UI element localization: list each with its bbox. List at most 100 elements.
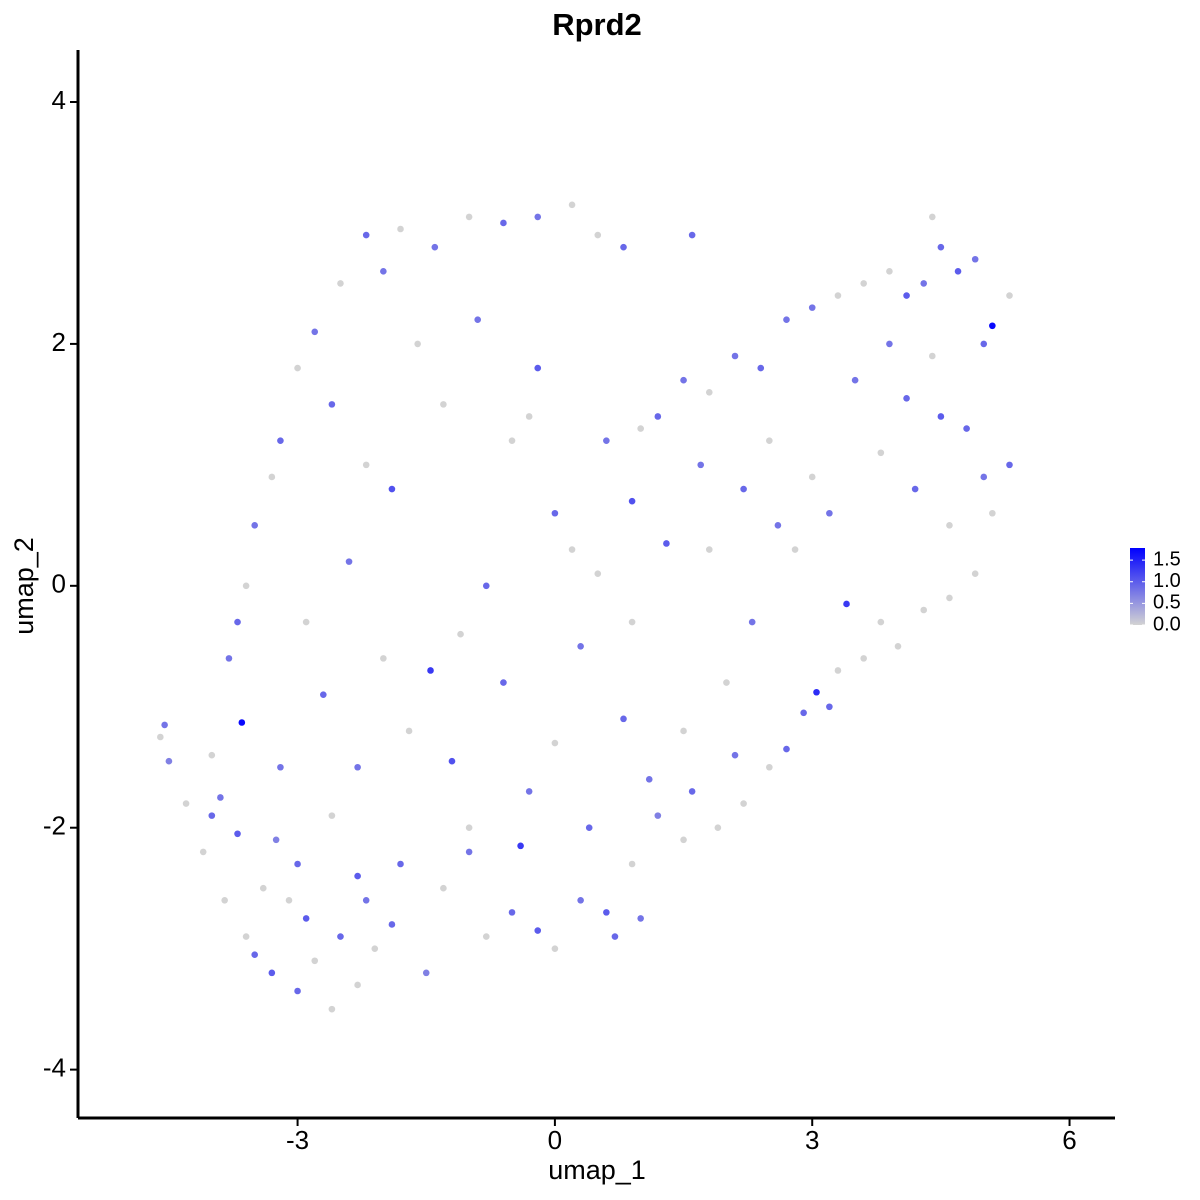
point — [320, 691, 327, 698]
point — [937, 413, 945, 420]
point — [808, 304, 816, 311]
color-tick-label: 1.5 — [1153, 548, 1181, 570]
point — [748, 618, 756, 626]
point — [268, 473, 276, 481]
x-tick-label: 6 — [1062, 1125, 1076, 1155]
point — [937, 243, 945, 251]
point — [551, 509, 559, 517]
point — [208, 751, 216, 759]
point — [234, 830, 241, 838]
point — [813, 688, 820, 696]
point — [234, 618, 241, 626]
point — [422, 969, 430, 977]
y-tick-label: -4 — [43, 1052, 66, 1082]
point — [371, 945, 379, 952]
point — [971, 570, 979, 578]
point — [577, 896, 584, 904]
point — [705, 546, 713, 553]
point — [989, 509, 996, 517]
point — [783, 745, 790, 753]
point — [903, 395, 910, 402]
point — [860, 655, 867, 662]
point — [894, 642, 902, 650]
point — [731, 751, 739, 759]
point — [929, 352, 936, 360]
point — [603, 909, 610, 916]
point — [714, 824, 722, 832]
point — [877, 618, 885, 626]
point — [328, 812, 336, 819]
color-tick-label: 0.0 — [1153, 613, 1181, 635]
point — [182, 800, 190, 807]
point — [585, 824, 593, 832]
color-tick-label: 1.0 — [1153, 570, 1181, 592]
point — [380, 268, 387, 275]
point — [457, 630, 464, 638]
point — [568, 201, 576, 209]
point — [757, 364, 765, 372]
point — [697, 461, 705, 469]
point — [740, 485, 747, 493]
point — [208, 812, 216, 819]
point — [834, 292, 842, 299]
point — [397, 860, 404, 868]
y-tick-label: 4 — [52, 85, 66, 115]
y-tick-label: 2 — [52, 327, 66, 357]
point — [362, 896, 370, 904]
point — [577, 642, 584, 650]
point — [826, 703, 833, 711]
point — [740, 800, 747, 807]
point — [680, 836, 687, 844]
point — [482, 933, 490, 940]
point — [302, 618, 310, 626]
point — [603, 437, 610, 444]
point — [1006, 292, 1013, 299]
point — [980, 473, 988, 481]
point — [568, 546, 576, 553]
point — [337, 280, 344, 287]
point — [397, 225, 404, 233]
point — [886, 268, 893, 275]
point — [534, 364, 542, 372]
point — [500, 679, 507, 686]
point — [525, 413, 533, 420]
point — [482, 582, 490, 590]
point — [534, 213, 542, 221]
point — [414, 340, 421, 348]
point — [705, 388, 713, 396]
point — [448, 757, 456, 765]
y-tick-label: 0 — [52, 569, 66, 599]
point — [328, 1005, 336, 1013]
color-tick-label: 0.5 — [1153, 592, 1181, 614]
point — [851, 376, 859, 384]
point — [688, 788, 696, 795]
point — [723, 679, 730, 686]
point — [251, 522, 258, 529]
point — [431, 243, 439, 251]
point — [774, 522, 782, 529]
point — [259, 884, 267, 892]
point — [337, 933, 344, 940]
point — [380, 655, 387, 662]
point — [594, 231, 602, 239]
point — [440, 884, 447, 892]
point — [517, 842, 524, 850]
point — [354, 763, 361, 771]
point — [440, 401, 447, 408]
point — [405, 727, 413, 735]
point — [860, 280, 867, 287]
point — [277, 437, 284, 444]
point — [474, 316, 482, 324]
point — [345, 558, 353, 565]
point — [620, 243, 627, 251]
point — [946, 522, 953, 529]
point — [800, 709, 807, 717]
point — [508, 437, 516, 444]
point — [285, 896, 293, 904]
point — [929, 213, 936, 221]
point — [165, 757, 173, 765]
point — [688, 231, 696, 239]
point — [525, 788, 533, 795]
point — [766, 763, 773, 771]
